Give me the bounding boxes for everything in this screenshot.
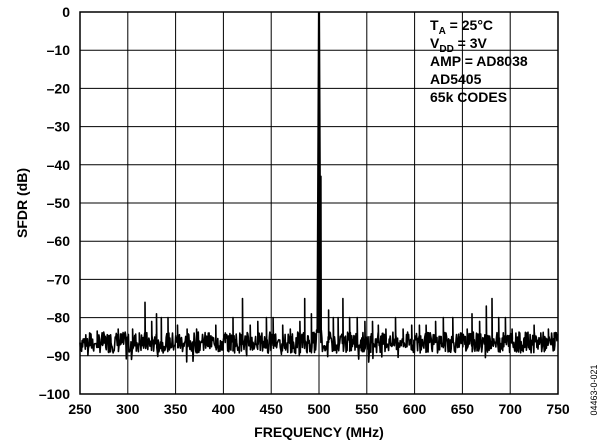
plot-frame [79, 11, 559, 395]
x-tick-label: 400 [212, 401, 236, 417]
annotation-vdd: VDD = 3V [430, 35, 488, 55]
y-tick-label: –50 [47, 195, 71, 211]
x-tick-label: 550 [355, 401, 379, 417]
x-tick-label: 350 [164, 401, 188, 417]
spectrum-trace [79, 175, 559, 363]
y-tick-label: –90 [47, 348, 71, 364]
figure-id: 04463-0-021 [589, 364, 599, 415]
conditions-annotation: TA = 25°C VDD = 3V AMP = AD8038 AD5405 6… [430, 17, 528, 105]
x-tick-label: 650 [451, 401, 475, 417]
y-tick-label: –100 [39, 386, 70, 402]
y-tick-label: –30 [47, 119, 71, 135]
x-tick-label: 750 [546, 401, 570, 417]
y-tick-label: –70 [47, 271, 71, 287]
x-tick-label: 500 [307, 401, 331, 417]
x-axis-label: FREQUENCY (MHz) [254, 424, 384, 440]
y-tick-label: –60 [47, 233, 71, 249]
annotation-amp: AMP = AD8038 [430, 53, 528, 69]
annotation-codes: 65k CODES [430, 89, 507, 105]
annotation-device: AD5405 [430, 71, 482, 87]
y-tick-label: 0 [62, 4, 70, 20]
y-axis-label: SFDR (dB) [14, 168, 30, 238]
tick-labels: 250 300 350 400 450 500 550 600 650 700 750 0 –10 –20… [39, 4, 570, 417]
x-tick-label: 300 [116, 401, 140, 417]
y-tick-label: –20 [47, 80, 71, 96]
x-tick-label: 450 [260, 401, 284, 417]
x-tick-label: 700 [499, 401, 523, 417]
y-tick-label: –40 [47, 157, 71, 173]
annotation-temperature: TA = 25°C [430, 17, 493, 37]
x-tick-label: 600 [403, 401, 427, 417]
y-tick-label: –10 [47, 42, 71, 58]
y-tick-label: –80 [47, 310, 71, 326]
x-tick-label: 250 [68, 401, 92, 417]
